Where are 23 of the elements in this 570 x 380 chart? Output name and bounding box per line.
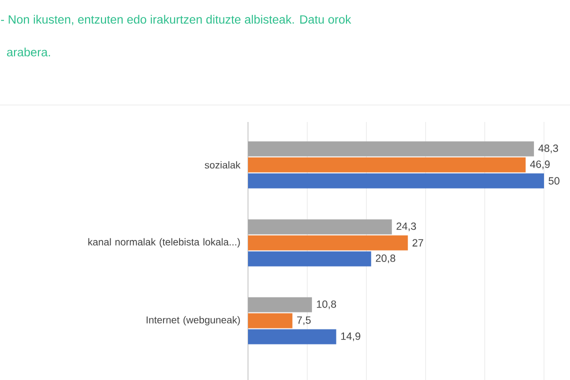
bar: [248, 173, 544, 188]
data-label: 10,8: [316, 300, 336, 310]
data-label: 27: [412, 239, 424, 246]
bar: [248, 157, 526, 172]
data-label: 46,9: [530, 160, 550, 170]
chart-title: - Non ikusten, entzuten edo irakurtzen dituzte albisteak. Datu orok: [1, 14, 352, 26]
bar: [248, 251, 372, 266]
bar: [248, 141, 534, 156]
data-label: 24,3: [396, 222, 416, 232]
data-label: 14,9: [341, 332, 360, 342]
data-label: 20,8: [376, 254, 396, 264]
data-label: 50: [548, 177, 560, 185]
bar: [248, 235, 408, 250]
y-tick-label: kanal normalak (telebista lokala...): [88, 238, 240, 248]
bar: [248, 313, 292, 328]
bar: [248, 219, 392, 234]
bar: [248, 297, 312, 312]
y-tick-label: Internet (webguneak): [146, 316, 240, 326]
y-tick-label: sozialak: [204, 161, 240, 169]
bar: [248, 329, 336, 344]
data-label: 7,5: [297, 316, 311, 326]
text: arabera.: [7, 48, 50, 56]
data-label: 48,3: [538, 144, 558, 154]
